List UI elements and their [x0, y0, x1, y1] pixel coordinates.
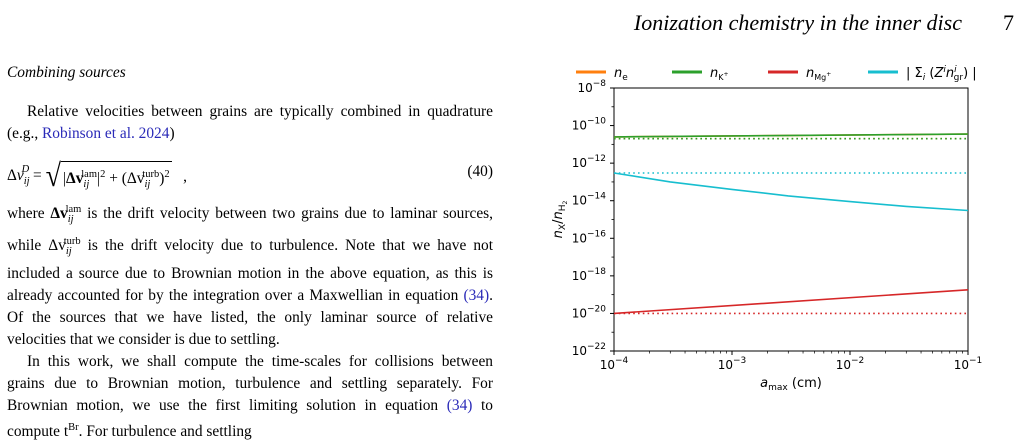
equation-40: ΔvijD = √ |Δvijlam|2 + (Δvijturb)2 , (40) — [7, 151, 493, 192]
x-tick-label: 10−4 — [600, 356, 629, 372]
y-axis-label: nX/nH2 — [551, 200, 569, 238]
series-sum — [613, 172, 969, 212]
y-tick-label: 10−10 — [572, 117, 607, 133]
axis-labels: amax (cm) nX/nH2 — [551, 200, 822, 393]
x-tick-label: 10−2 — [836, 356, 865, 372]
y-tick-label: 10−18 — [572, 267, 607, 283]
equation-body: ΔvijD = √ |Δvijlam|2 + (Δvijturb)2 , — [7, 157, 187, 196]
paragraph-3: In this work, we shall compute the time-… — [7, 353, 493, 441]
section-title: Combining sources — [7, 64, 126, 81]
legend-label-nk: nK+ — [710, 66, 729, 82]
legend-label-nmg: nMg+ — [806, 66, 831, 82]
svg-text:nX/nH2: nX/nH2 — [551, 200, 569, 238]
paragraph-1: Relative velocities between grains are t… — [7, 103, 493, 142]
axes-frame — [613, 87, 969, 352]
series-nmg — [613, 289, 969, 315]
y-tick-label: 10−8 — [577, 79, 606, 95]
chart-svg: ne nK+ nMg+ | Σi (Zini gr) | 10−8 10−10 10−12 1… — [551, 65, 983, 393]
citation-link[interactable]: Robinson et al. 2024 — [42, 125, 170, 142]
x-axis-label: amax (cm) — [760, 376, 822, 393]
x-tick-label: 10−1 — [954, 356, 983, 372]
series-layer — [613, 133, 969, 315]
y-tick-label: 10−20 — [572, 304, 607, 320]
ticks-layer: 10−810−1010−1210−1410−1610−1810−2010−221… — [572, 79, 983, 372]
legend-label-ne: ne — [614, 66, 628, 83]
y-tick-label: 10−12 — [572, 154, 606, 170]
figure-abundance-plot: ne nK+ nMg+ | Σi (Zini gr) | 10−8 10−10 10−12 1… — [540, 58, 1020, 438]
page-header: Ionization chemistry in the inner disc 7 — [0, 6, 1024, 35]
series-nk — [613, 133, 969, 138]
running-title: Ionization chemistry in the inner disc — [633, 10, 962, 35]
x-tick-label: 10−3 — [718, 356, 747, 372]
y-tick-label: 10−22 — [572, 342, 606, 358]
equation-number: (40) — [467, 163, 493, 180]
y-tick-label: 10−14 — [572, 192, 607, 208]
text-column: Combining sources Relative velocities be… — [7, 62, 493, 444]
equation-ref-link[interactable]: (34) — [463, 287, 490, 305]
legend-label-sum: | Σi (Zini gr) | — [906, 65, 977, 83]
paragraph-2: where Δvijlam is the drift velocity betw… — [7, 204, 493, 349]
equation-ref-link[interactable]: (34) — [446, 397, 473, 415]
y-tick-label: 10−16 — [572, 229, 607, 245]
page-number: 7 — [1003, 10, 1014, 35]
chart-legend: ne nK+ nMg+ | Σi (Zini gr) | — [576, 65, 977, 83]
